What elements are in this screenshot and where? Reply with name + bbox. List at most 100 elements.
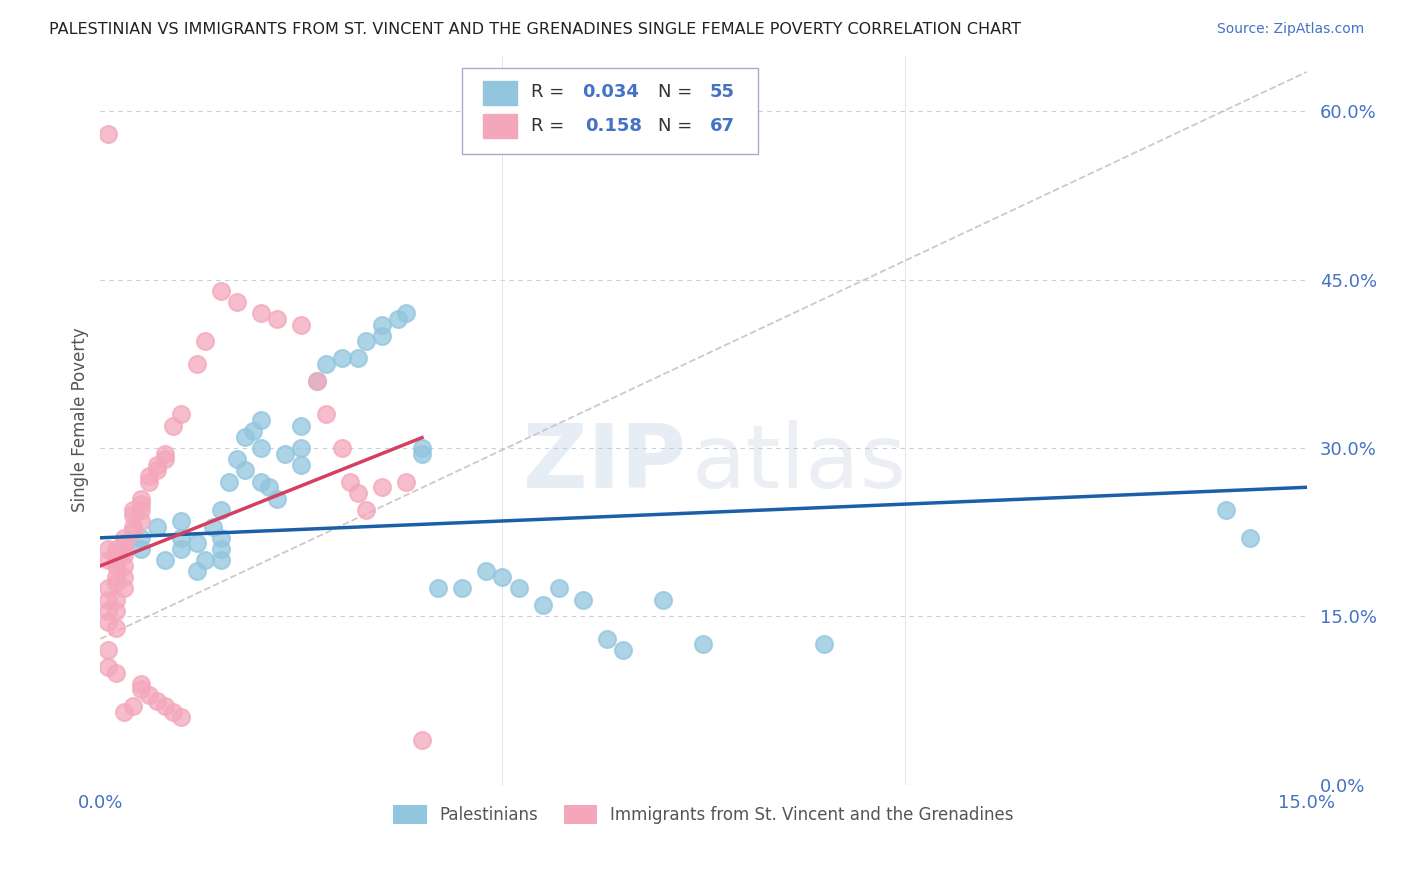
Point <box>129 497 152 511</box>
Point <box>274 447 297 461</box>
Point <box>692 637 714 651</box>
Point <box>354 334 377 349</box>
Point <box>153 553 176 567</box>
Point <box>411 447 433 461</box>
Point <box>387 312 409 326</box>
Point <box>97 592 120 607</box>
Point <box>114 705 136 719</box>
Point <box>170 408 193 422</box>
Point <box>97 127 120 141</box>
Legend: Palestinians, Immigrants from St. Vincent and the Grenadines: Palestinians, Immigrants from St. Vincen… <box>387 798 1021 831</box>
Point <box>129 677 152 691</box>
Point <box>290 318 312 332</box>
Point <box>97 660 120 674</box>
Text: N =: N = <box>658 117 697 135</box>
Text: R =: R = <box>531 117 575 135</box>
Point <box>145 519 167 533</box>
Point <box>162 418 184 433</box>
Point <box>226 295 249 310</box>
Point <box>209 531 232 545</box>
Point <box>257 480 280 494</box>
Point <box>114 582 136 596</box>
Point <box>290 458 312 472</box>
Point <box>97 604 120 618</box>
Point <box>371 318 394 332</box>
Text: Source: ZipAtlas.com: Source: ZipAtlas.com <box>1216 22 1364 37</box>
Point <box>153 452 176 467</box>
Point <box>307 374 329 388</box>
Point <box>114 558 136 573</box>
Bar <box>482 80 516 104</box>
Point <box>194 553 217 567</box>
Point <box>170 531 193 545</box>
Point <box>170 542 193 557</box>
Point <box>129 542 152 557</box>
Point <box>209 553 232 567</box>
Point <box>346 486 368 500</box>
Point <box>242 424 264 438</box>
Point <box>250 475 273 489</box>
Point <box>114 570 136 584</box>
Text: atlas: atlas <box>692 420 907 508</box>
Point <box>194 334 217 349</box>
Point <box>105 592 128 607</box>
Point <box>138 688 160 702</box>
Text: R =: R = <box>531 83 569 102</box>
Y-axis label: Single Female Poverty: Single Female Poverty <box>72 327 89 512</box>
Point <box>114 536 136 550</box>
Point <box>330 351 353 366</box>
Point <box>612 643 634 657</box>
Point <box>508 582 530 596</box>
Text: 55: 55 <box>710 83 734 102</box>
Point <box>475 565 498 579</box>
Point <box>138 475 160 489</box>
Point <box>315 357 337 371</box>
Point <box>129 514 152 528</box>
Point <box>129 531 152 545</box>
Point <box>209 502 232 516</box>
Point <box>97 643 120 657</box>
Point <box>105 621 128 635</box>
Point <box>339 475 361 489</box>
Point <box>170 710 193 724</box>
Point <box>114 542 136 557</box>
Point <box>105 575 128 590</box>
Point <box>129 491 152 506</box>
Point <box>250 413 273 427</box>
Point <box>290 418 312 433</box>
Point <box>1215 502 1237 516</box>
Point <box>266 491 288 506</box>
Point <box>105 548 128 562</box>
Point <box>105 665 128 680</box>
Point <box>121 699 143 714</box>
Point <box>121 502 143 516</box>
Point <box>491 570 513 584</box>
Text: 0.158: 0.158 <box>585 117 643 135</box>
Bar <box>482 114 516 138</box>
Point <box>186 357 208 371</box>
Point <box>354 502 377 516</box>
Point <box>129 682 152 697</box>
Point <box>105 542 128 557</box>
Text: 0.034: 0.034 <box>582 83 638 102</box>
Point <box>346 351 368 366</box>
Point <box>105 553 128 567</box>
Point <box>138 469 160 483</box>
Point <box>121 508 143 523</box>
Point <box>145 693 167 707</box>
Point <box>97 615 120 629</box>
Point <box>170 514 193 528</box>
Point <box>121 525 143 540</box>
Point <box>145 463 167 477</box>
Point <box>105 604 128 618</box>
Point <box>315 408 337 422</box>
Point <box>371 328 394 343</box>
Point <box>451 582 474 596</box>
Point <box>395 306 418 320</box>
Point <box>114 531 136 545</box>
Point <box>531 598 554 612</box>
Point <box>813 637 835 651</box>
Point <box>427 582 450 596</box>
Point <box>572 592 595 607</box>
Point <box>233 463 256 477</box>
